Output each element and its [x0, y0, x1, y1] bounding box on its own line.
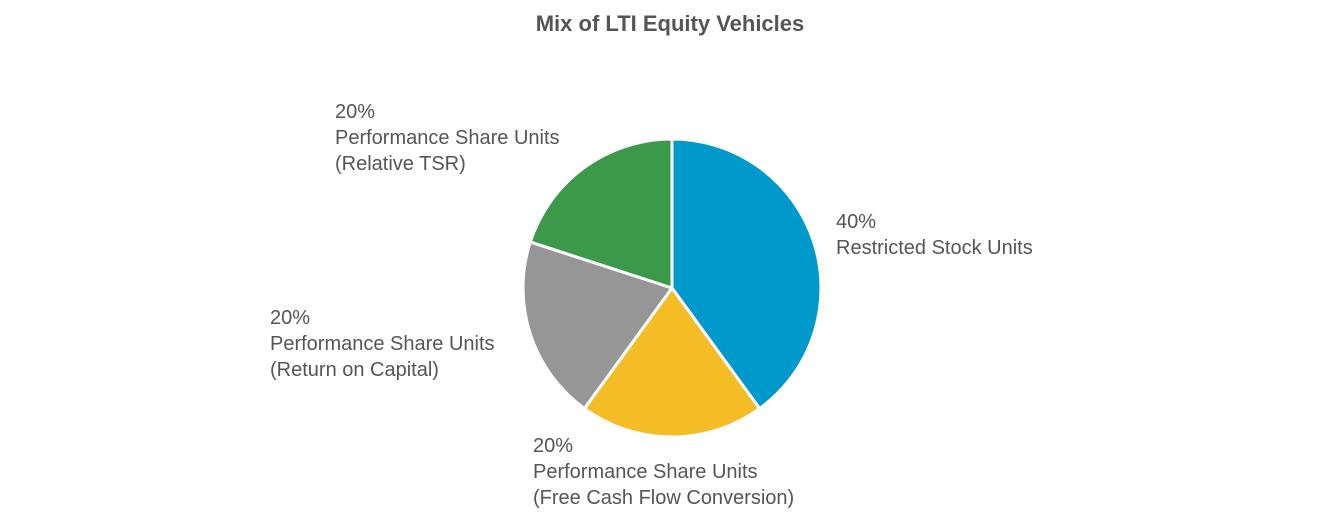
pie-slice-3	[521, 240, 674, 411]
pie-slice-4	[528, 137, 674, 290]
slice-category-label: Performance Share Units	[335, 127, 560, 149]
slice-value-label: 20%	[270, 307, 310, 329]
slice-value-label: 20%	[533, 435, 573, 457]
pie-labels: 40% Restricted Stock Units 20% Performance …	[270, 101, 1033, 509]
pie-slices	[521, 137, 823, 439]
slice-value-label: 20%	[335, 101, 375, 123]
slice-category-label: Performance Share Units	[270, 333, 495, 355]
slice-category-label: Performance Share Units	[533, 461, 758, 483]
slice-sub-label: (Relative TSR)	[335, 153, 466, 175]
slice-value-label: 40%	[836, 211, 876, 233]
slice-category-label: Restricted Stock Units	[836, 237, 1033, 259]
chart-title: Mix of LTI Equity Vehicles	[536, 11, 805, 36]
slice-sub-label: (Return on Capital)	[270, 359, 439, 381]
pie-slice-1	[670, 137, 823, 411]
slice-sub-label: (Free Cash Flow Conversion)	[533, 487, 794, 509]
pie-slice-2	[582, 286, 762, 439]
